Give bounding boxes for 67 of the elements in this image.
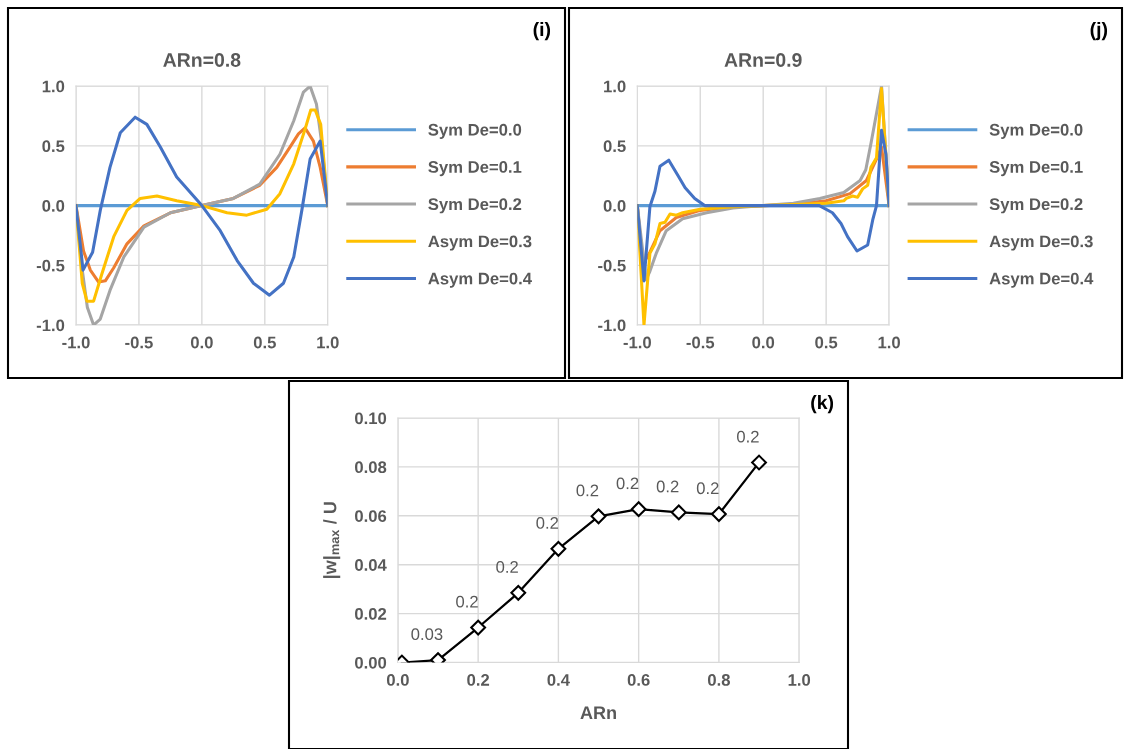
- legend-label: Sym De=0.0: [428, 123, 522, 139]
- legend-label: Sym De=0.2: [428, 198, 522, 214]
- x-tick-label: 0.0: [752, 336, 775, 349]
- text: (j): [1090, 22, 1108, 41]
- point: [470, 619, 487, 636]
- y-tick-label: 0.06: [355, 510, 387, 523]
- y-tick-label: 0.0: [42, 200, 65, 212]
- y-tick-label: 1.0: [604, 80, 626, 93]
- y-tick-label: -0.5: [36, 259, 65, 272]
- point: [510, 584, 527, 601]
- x-axis-title: ARn: [580, 706, 616, 719]
- y-tick-label: 0.08: [355, 461, 387, 474]
- legend-label: Sym De=0.1: [428, 161, 522, 177]
- y-tick-label: -0.5: [598, 259, 626, 272]
- annotation: 0.2: [496, 561, 518, 573]
- annotation: 0.03: [411, 628, 443, 641]
- x-tick-label: -0.5: [686, 336, 715, 349]
- point: [590, 508, 607, 525]
- x-tick-label: 0.6: [627, 674, 650, 686]
- legend-label: Asym De=0.4: [989, 272, 1094, 288]
- y-tick-label: 1.0: [42, 80, 65, 93]
- annotation: 0.2: [456, 595, 478, 608]
- y-tick-label: 0.0: [603, 200, 626, 212]
- x-tick-label: -1.0: [623, 336, 651, 349]
- point: [630, 501, 647, 518]
- x-tick-label: 0.5: [815, 336, 838, 349]
- legend-label: Asym De=0.4: [428, 272, 532, 288]
- x-tick-label: 1.0: [878, 336, 900, 349]
- text: (k): [811, 395, 834, 414]
- annotation: 0.2: [696, 482, 719, 495]
- y-tick-label: -1.0: [598, 319, 626, 332]
- annotation: 0.2: [736, 430, 759, 443]
- legend-label: Sym De=0.2: [989, 198, 1083, 214]
- y-tick-label: 0.02: [355, 608, 387, 620]
- point: [670, 504, 687, 521]
- x-tick-label: 0.8: [707, 674, 730, 686]
- annotation: 0.2: [536, 517, 559, 529]
- x-tick-label: 1.0: [788, 674, 811, 686]
- point: [711, 506, 727, 523]
- x-tick-label: -1.0: [62, 336, 90, 349]
- chart-title: ARn=0.8: [163, 53, 241, 67]
- x-tick-label: 0.2: [467, 674, 490, 686]
- annotation: 0.2: [656, 480, 679, 493]
- chart-title: ARn=0.9: [724, 53, 802, 67]
- legend-label: Sym De=0.0: [989, 123, 1083, 139]
- legend-label: Asym De=0.3: [428, 235, 532, 251]
- legend-label: Sym De=0.1: [989, 161, 1083, 177]
- x-tick-label: 0.5: [253, 336, 276, 349]
- y-tick-label: -1.0: [36, 319, 65, 332]
- y-tick-label: 0.04: [355, 559, 387, 571]
- y-axis-title: |w|$_{max}$ / U: [323, 502, 341, 578]
- line-series: [637, 128, 890, 283]
- point: [751, 454, 767, 471]
- x-tick-label: 0.4: [547, 674, 570, 686]
- point: [550, 540, 567, 557]
- text: (i): [533, 22, 551, 41]
- x-tick-label: 0.0: [190, 336, 213, 349]
- y-tick-label: 0.5: [603, 140, 626, 153]
- y-tick-label: 0.00: [355, 656, 387, 669]
- x-tick-label: 1.0: [317, 336, 339, 349]
- annotation: 0.2: [616, 477, 639, 490]
- y-tick-label: 0.5: [42, 140, 65, 153]
- annotation: 0.2: [576, 484, 599, 497]
- x-tick-label: -0.5: [125, 336, 153, 349]
- y-tick-label: 0.10: [355, 412, 387, 425]
- legend-label: Asym De=0.3: [989, 235, 1093, 251]
- x-tick-label: 0.0: [386, 674, 409, 686]
